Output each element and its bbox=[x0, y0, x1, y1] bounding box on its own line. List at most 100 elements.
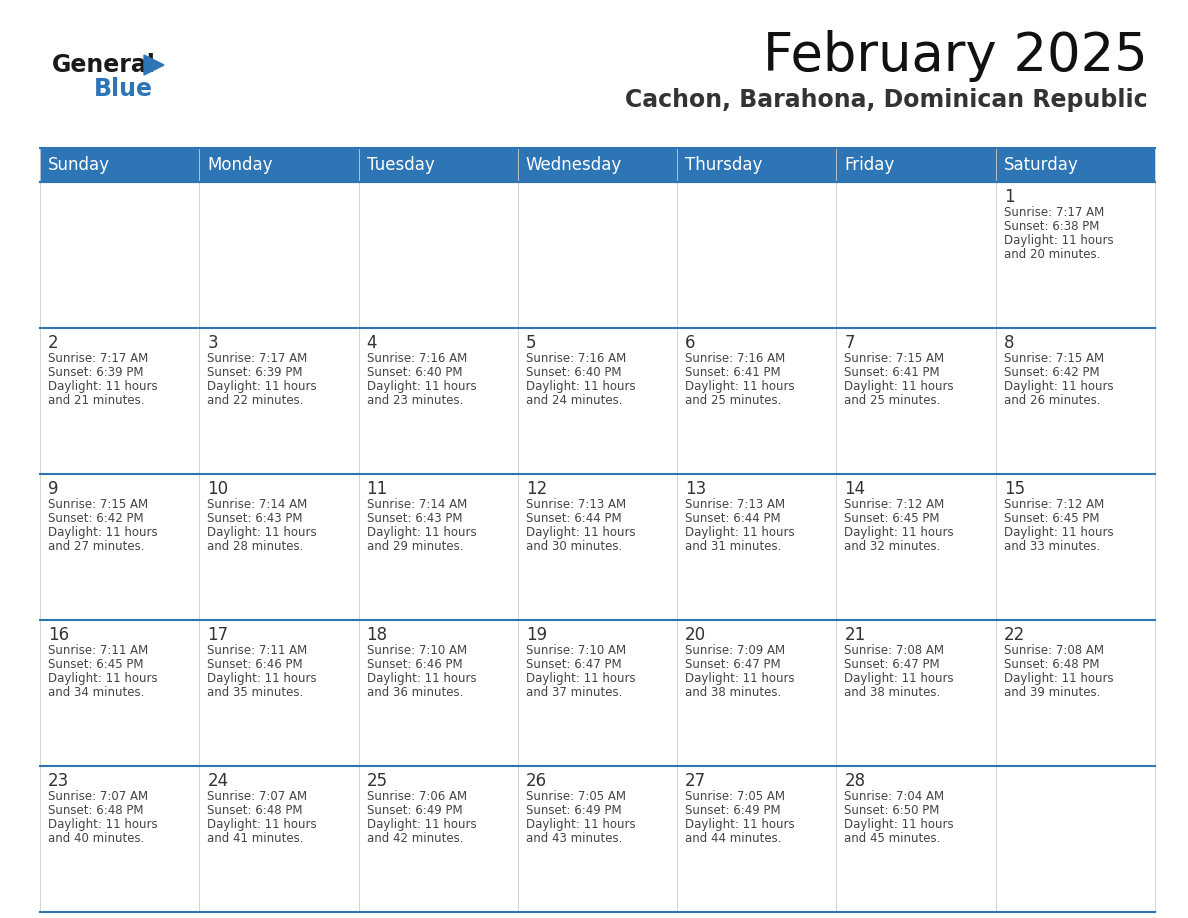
Text: Sunrise: 7:08 AM: Sunrise: 7:08 AM bbox=[845, 644, 944, 657]
Bar bbox=[200, 182, 359, 328]
Text: Sunrise: 7:14 AM: Sunrise: 7:14 AM bbox=[207, 498, 308, 511]
Text: Daylight: 11 hours: Daylight: 11 hours bbox=[367, 672, 476, 685]
Bar bbox=[996, 182, 1155, 328]
Text: 19: 19 bbox=[526, 626, 546, 644]
Text: Sunset: 6:45 PM: Sunset: 6:45 PM bbox=[845, 512, 940, 525]
Text: Friday: Friday bbox=[845, 156, 895, 174]
Text: Daylight: 11 hours: Daylight: 11 hours bbox=[48, 380, 158, 393]
Text: Sunset: 6:43 PM: Sunset: 6:43 PM bbox=[367, 512, 462, 525]
Bar bbox=[200, 148, 359, 182]
Bar bbox=[996, 474, 1155, 620]
Text: and 38 minutes.: and 38 minutes. bbox=[845, 686, 941, 699]
Text: Daylight: 11 hours: Daylight: 11 hours bbox=[685, 526, 795, 539]
Bar bbox=[677, 620, 836, 766]
Text: and 42 minutes.: and 42 minutes. bbox=[367, 832, 463, 845]
Text: and 38 minutes.: and 38 minutes. bbox=[685, 686, 782, 699]
Text: Cachon, Barahona, Dominican Republic: Cachon, Barahona, Dominican Republic bbox=[625, 88, 1148, 112]
Text: Sunrise: 7:13 AM: Sunrise: 7:13 AM bbox=[685, 498, 785, 511]
Bar bbox=[359, 620, 518, 766]
Text: Wednesday: Wednesday bbox=[526, 156, 623, 174]
Bar bbox=[836, 182, 996, 328]
Text: Sunset: 6:38 PM: Sunset: 6:38 PM bbox=[1004, 220, 1099, 233]
Text: Daylight: 11 hours: Daylight: 11 hours bbox=[845, 672, 954, 685]
Text: 18: 18 bbox=[367, 626, 387, 644]
Text: Sunrise: 7:13 AM: Sunrise: 7:13 AM bbox=[526, 498, 626, 511]
Text: Monday: Monday bbox=[207, 156, 273, 174]
Text: 13: 13 bbox=[685, 480, 707, 498]
Bar bbox=[996, 620, 1155, 766]
Text: 22: 22 bbox=[1004, 626, 1025, 644]
Text: 9: 9 bbox=[48, 480, 58, 498]
Text: Sunset: 6:46 PM: Sunset: 6:46 PM bbox=[367, 658, 462, 671]
Text: Sunrise: 7:12 AM: Sunrise: 7:12 AM bbox=[845, 498, 944, 511]
Text: Sunset: 6:47 PM: Sunset: 6:47 PM bbox=[845, 658, 940, 671]
Text: Daylight: 11 hours: Daylight: 11 hours bbox=[367, 526, 476, 539]
Bar bbox=[40, 328, 200, 474]
Text: Daylight: 11 hours: Daylight: 11 hours bbox=[526, 380, 636, 393]
Text: Sunset: 6:47 PM: Sunset: 6:47 PM bbox=[685, 658, 781, 671]
Text: and 27 minutes.: and 27 minutes. bbox=[48, 540, 145, 553]
Bar bbox=[677, 766, 836, 912]
Text: 24: 24 bbox=[207, 772, 228, 790]
Text: Tuesday: Tuesday bbox=[367, 156, 435, 174]
Bar bbox=[40, 182, 200, 328]
Text: and 36 minutes.: and 36 minutes. bbox=[367, 686, 463, 699]
Bar bbox=[836, 474, 996, 620]
Text: and 25 minutes.: and 25 minutes. bbox=[685, 394, 782, 407]
Text: Daylight: 11 hours: Daylight: 11 hours bbox=[685, 672, 795, 685]
Text: Sunset: 6:42 PM: Sunset: 6:42 PM bbox=[1004, 366, 1099, 379]
Text: Sunset: 6:48 PM: Sunset: 6:48 PM bbox=[48, 804, 144, 817]
Text: Sunset: 6:49 PM: Sunset: 6:49 PM bbox=[685, 804, 781, 817]
Text: and 29 minutes.: and 29 minutes. bbox=[367, 540, 463, 553]
Text: Sunday: Sunday bbox=[48, 156, 110, 174]
Bar bbox=[518, 328, 677, 474]
Text: Sunrise: 7:14 AM: Sunrise: 7:14 AM bbox=[367, 498, 467, 511]
Text: Daylight: 11 hours: Daylight: 11 hours bbox=[1004, 672, 1113, 685]
Text: 8: 8 bbox=[1004, 334, 1015, 352]
Text: 11: 11 bbox=[367, 480, 387, 498]
Text: Daylight: 11 hours: Daylight: 11 hours bbox=[207, 818, 317, 831]
Bar bbox=[518, 620, 677, 766]
Text: 5: 5 bbox=[526, 334, 536, 352]
Text: Sunrise: 7:15 AM: Sunrise: 7:15 AM bbox=[845, 352, 944, 365]
Text: 26: 26 bbox=[526, 772, 546, 790]
Text: Sunrise: 7:05 AM: Sunrise: 7:05 AM bbox=[685, 790, 785, 803]
Text: 4: 4 bbox=[367, 334, 377, 352]
Text: Daylight: 11 hours: Daylight: 11 hours bbox=[48, 672, 158, 685]
Text: Blue: Blue bbox=[94, 77, 153, 101]
Text: and 32 minutes.: and 32 minutes. bbox=[845, 540, 941, 553]
Text: Daylight: 11 hours: Daylight: 11 hours bbox=[1004, 380, 1113, 393]
Bar bbox=[996, 148, 1155, 182]
Bar bbox=[996, 328, 1155, 474]
Text: 21: 21 bbox=[845, 626, 866, 644]
Text: Daylight: 11 hours: Daylight: 11 hours bbox=[367, 818, 476, 831]
Text: and 43 minutes.: and 43 minutes. bbox=[526, 832, 623, 845]
Text: Daylight: 11 hours: Daylight: 11 hours bbox=[1004, 526, 1113, 539]
Text: Daylight: 11 hours: Daylight: 11 hours bbox=[207, 526, 317, 539]
Bar bbox=[200, 474, 359, 620]
Text: and 41 minutes.: and 41 minutes. bbox=[207, 832, 304, 845]
Text: 15: 15 bbox=[1004, 480, 1025, 498]
Text: and 21 minutes.: and 21 minutes. bbox=[48, 394, 145, 407]
Bar bbox=[836, 620, 996, 766]
Text: 12: 12 bbox=[526, 480, 548, 498]
Text: and 33 minutes.: and 33 minutes. bbox=[1004, 540, 1100, 553]
Bar bbox=[518, 766, 677, 912]
Bar bbox=[359, 474, 518, 620]
Text: 7: 7 bbox=[845, 334, 855, 352]
Text: Sunset: 6:40 PM: Sunset: 6:40 PM bbox=[367, 366, 462, 379]
Bar bbox=[200, 766, 359, 912]
Text: 25: 25 bbox=[367, 772, 387, 790]
Bar bbox=[359, 182, 518, 328]
Bar bbox=[40, 474, 200, 620]
Text: Sunset: 6:41 PM: Sunset: 6:41 PM bbox=[685, 366, 781, 379]
Text: Sunrise: 7:08 AM: Sunrise: 7:08 AM bbox=[1004, 644, 1104, 657]
Bar bbox=[677, 182, 836, 328]
Text: and 31 minutes.: and 31 minutes. bbox=[685, 540, 782, 553]
Text: 1: 1 bbox=[1004, 188, 1015, 206]
Text: 27: 27 bbox=[685, 772, 707, 790]
Text: Saturday: Saturday bbox=[1004, 156, 1079, 174]
Text: and 25 minutes.: and 25 minutes. bbox=[845, 394, 941, 407]
Bar bbox=[518, 182, 677, 328]
Text: Sunset: 6:39 PM: Sunset: 6:39 PM bbox=[207, 366, 303, 379]
